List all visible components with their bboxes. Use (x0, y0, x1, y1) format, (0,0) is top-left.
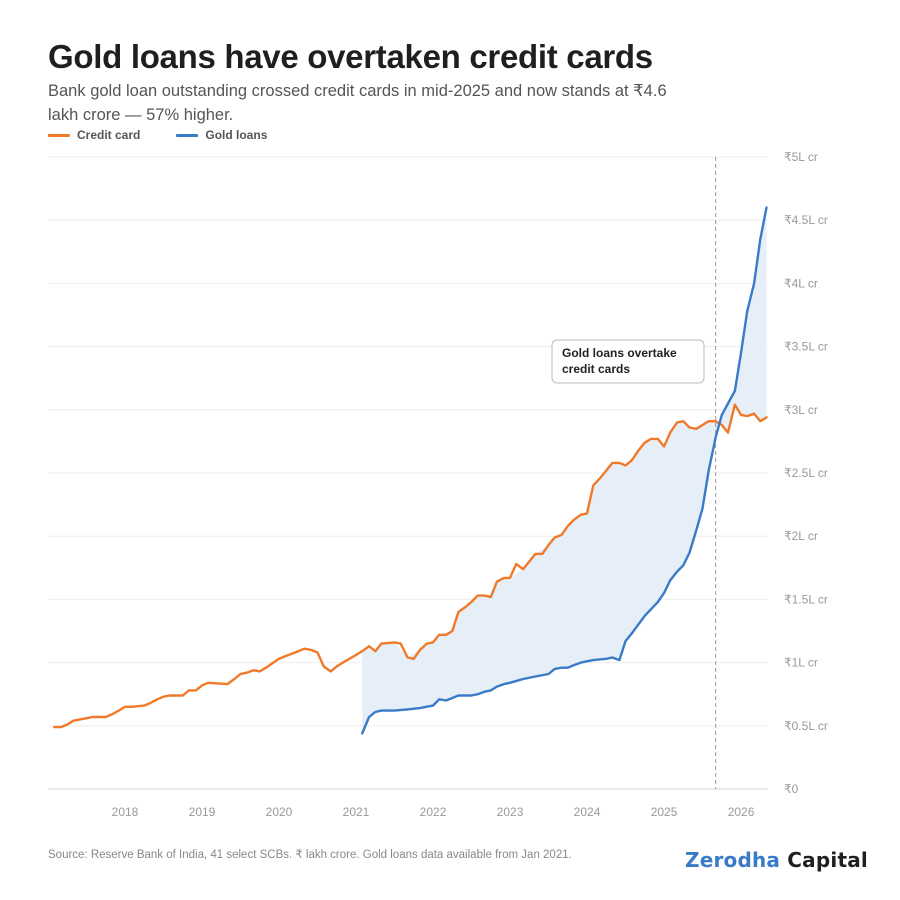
y-tick-label: ₹0 (784, 782, 799, 796)
y-tick-label: ₹4.5L cr (784, 213, 828, 227)
x-tick-label: 2026 (728, 805, 755, 819)
y-tick-label: ₹5L cr (784, 150, 818, 164)
y-tick-label: ₹4L cr (784, 276, 818, 290)
annotation-text-line-2: credit cards (562, 362, 630, 376)
legend-swatch-credit-card (48, 133, 70, 137)
x-tick-label: 2018 (112, 805, 139, 819)
legend-swatch-gold-loans (176, 133, 199, 137)
brand-part-2: Capital (787, 848, 868, 872)
legend-label-gold-loans: Gold loans (205, 128, 268, 142)
chart-title: Gold loans have overtaken credit cards (48, 38, 653, 75)
y-tick-label: ₹3.5L cr (784, 340, 828, 354)
x-tick-label: 2020 (266, 805, 293, 819)
credit-card-line (53, 403, 768, 729)
annotation-text-line-1: Gold loans overtake (562, 346, 677, 360)
legend-item-gold-loans: Gold loans (176, 128, 267, 142)
x-tick-label: 2023 (497, 805, 524, 819)
gold-loans-line (361, 206, 768, 735)
annotation-box (551, 339, 705, 384)
y-tick-label: ₹3L cr (784, 403, 818, 417)
chart-subtitle: Bank gold loan outstanding crossed credi… (48, 82, 667, 124)
x-tick-label: 2021 (343, 805, 370, 819)
y-tick-label: ₹1.5L cr (784, 592, 828, 606)
y-tick-label: ₹2L cr (784, 529, 818, 543)
legend-item-credit-card: Credit card (48, 128, 140, 142)
source-note: Source: Reserve Bank of India, 41 select… (48, 849, 572, 861)
legend-label-credit-card: Credit card (77, 128, 141, 142)
y-tick-label: ₹0.5L cr (784, 719, 828, 733)
x-tick-label: 2019 (189, 805, 216, 819)
legend: Credit card Gold loans (48, 128, 267, 142)
y-tick-label: ₹1L cr (784, 656, 818, 670)
brand-logo: Zerodha Capital (685, 848, 868, 872)
y-tick-label: ₹2.5L cr (784, 466, 828, 480)
x-tick-label: 2024 (574, 805, 601, 819)
gap-area (362, 207, 767, 734)
x-tick-label: 2022 (420, 805, 447, 819)
x-tick-label: 2025 (651, 805, 678, 819)
brand-part-1: Zerodha (685, 848, 781, 872)
